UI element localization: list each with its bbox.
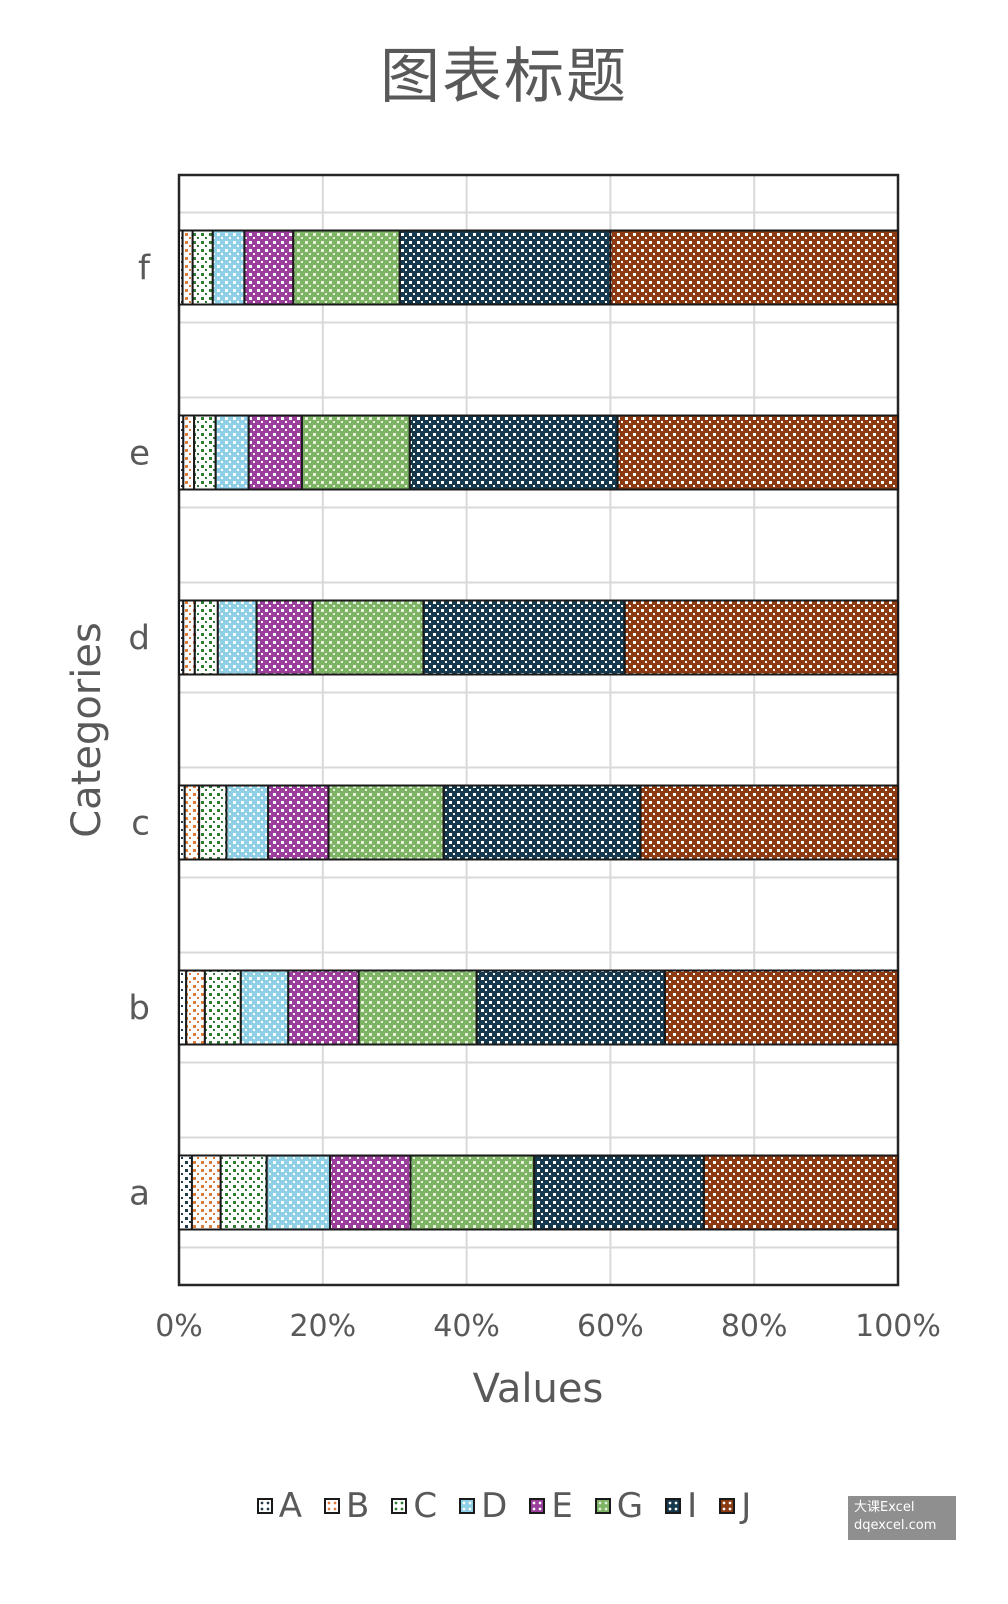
bar-c-C — [198, 784, 228, 861]
x-tick-label: 20% — [289, 1309, 356, 1344]
legend-label: B — [346, 1486, 370, 1526]
x-tick-label: 100% — [855, 1309, 941, 1344]
legend-item-I: I — [665, 1486, 697, 1526]
bar-f-I — [398, 229, 612, 306]
bar-e-J — [616, 414, 900, 491]
bar-b-I — [475, 969, 667, 1046]
bar-c-G — [327, 784, 445, 861]
bars — [178, 229, 900, 1231]
bar-a-E — [328, 1154, 412, 1231]
x-tick-label: 0% — [155, 1309, 203, 1344]
bar-f-D — [211, 229, 246, 306]
legend-item-A: A — [256, 1486, 303, 1526]
y-axis-title: Categories — [64, 622, 110, 838]
bar-c-E — [267, 784, 330, 861]
watermark-line1: 大课Excel — [854, 1500, 915, 1515]
bar-f-B — [181, 229, 194, 306]
legend-item-D: D — [459, 1486, 507, 1526]
legend-swatch — [665, 1498, 682, 1514]
bar-b-E — [287, 969, 360, 1046]
category-label: d — [128, 619, 150, 659]
bar-c-B — [183, 784, 201, 861]
watermark-line2: dqexcel.com — [854, 1518, 937, 1533]
bar-f-G — [292, 229, 401, 306]
bar-b-D — [239, 969, 290, 1046]
plot-area-border — [177, 173, 900, 1287]
chart-title: 图表标题 — [380, 42, 628, 112]
legend-label: I — [687, 1486, 698, 1526]
bar-b-C — [203, 969, 242, 1046]
axis-labels: a b c d e f 0% 20% 40% 60% 80% 100% — [128, 249, 940, 1345]
legend-swatch — [391, 1498, 408, 1514]
legend-label: C — [413, 1486, 438, 1526]
legend-item-B: B — [324, 1486, 369, 1526]
bar-e-B — [182, 414, 196, 491]
category-label: e — [129, 434, 150, 474]
bar-a-B — [190, 1154, 222, 1231]
bar-d-E — [255, 599, 314, 676]
bar-f-C — [191, 229, 214, 306]
legend-item-C: C — [391, 1486, 437, 1526]
legend-swatch — [324, 1498, 341, 1514]
bar-a-A — [178, 1154, 193, 1231]
bar-b-A — [178, 969, 188, 1046]
bar-d-G — [311, 599, 425, 676]
bar-a-D — [265, 1154, 331, 1231]
legend-label: G — [616, 1486, 644, 1526]
watermark: 大课Excel dqexcel.com — [848, 1496, 956, 1540]
category-label: b — [128, 989, 150, 1029]
bar-b-B — [185, 969, 206, 1046]
x-tick-label: 40% — [433, 1309, 500, 1344]
bar-d-D — [216, 599, 258, 676]
legend-label: E — [551, 1486, 573, 1526]
bar-chart: a b c d e f 0% 20% 40% 60% 80% 100% Categories Valu… — [64, 173, 941, 1412]
legend-item-J: J — [719, 1486, 751, 1526]
category-label: a — [129, 1174, 150, 1214]
category-label: c — [131, 804, 150, 844]
legend-swatch — [594, 1498, 611, 1514]
x-axis-title: Values — [473, 1366, 604, 1412]
bar-f-J — [609, 229, 900, 306]
bar-f-E — [243, 229, 295, 306]
legend-item-G: G — [594, 1486, 644, 1526]
bar-c-J — [639, 784, 900, 861]
legend-item-E: E — [529, 1486, 573, 1526]
x-tick-label: 80% — [721, 1309, 788, 1344]
x-tick-label: 60% — [577, 1309, 644, 1344]
bar-b-G — [357, 969, 478, 1046]
bar-d-B — [182, 599, 196, 676]
legend-swatch — [529, 1498, 546, 1514]
category-label: f — [138, 249, 151, 289]
bar-e-E — [247, 414, 303, 491]
bar-b-J — [664, 969, 899, 1046]
bar-a-G — [409, 1154, 536, 1231]
bar-e-I — [408, 414, 619, 491]
bar-c-D — [225, 784, 270, 861]
legend-swatch — [459, 1498, 476, 1514]
bar-a-I — [533, 1154, 705, 1231]
bar-d-I — [422, 599, 626, 676]
bar-a-J — [702, 1154, 899, 1231]
legend-swatch — [256, 1498, 273, 1514]
bar-a-C — [219, 1154, 268, 1231]
gridlines — [178, 175, 899, 1285]
bar-e-D — [214, 414, 250, 491]
legend-label: J — [741, 1486, 752, 1526]
bar-d-C — [193, 599, 219, 676]
bar-e-C — [193, 414, 217, 491]
legend-label: D — [481, 1486, 508, 1526]
bar-c-I — [442, 784, 642, 861]
bar-e-G — [300, 414, 411, 491]
legend-swatch — [719, 1498, 736, 1514]
bar-d-J — [623, 599, 900, 676]
legend-label: A — [278, 1486, 303, 1526]
